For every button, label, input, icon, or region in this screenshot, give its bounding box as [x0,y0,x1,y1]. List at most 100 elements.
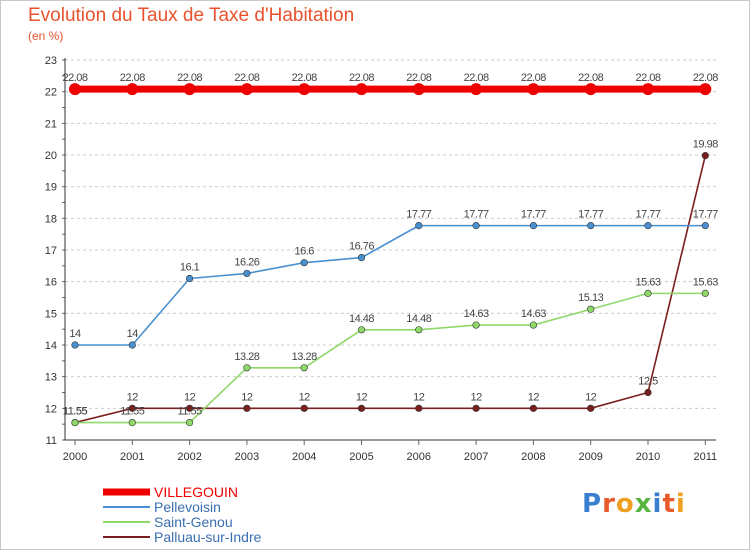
data-label: 12 [413,391,425,403]
proxiti-logo: Proxiti [582,489,686,519]
data-label: 13.28 [234,351,259,363]
data-point [412,83,425,96]
logo-letter: i [675,489,686,519]
x-tick-label: 2003 [235,451,259,463]
data-point [240,83,253,96]
data-point [644,388,652,397]
data-point [243,269,251,278]
data-point [186,418,194,427]
data-point [699,83,712,96]
data-point [472,222,480,230]
x-tick-label: 2004 [292,451,316,463]
data-point [472,404,480,412]
data-point [355,83,368,96]
chart-subtitle: (en %) [28,29,64,43]
logo-letter: t [662,489,676,519]
data-label: 12.5 [638,376,658,388]
data-point [701,289,709,297]
y-tick-label: 14 [45,340,57,352]
data-label: 11.55 [177,406,202,418]
data-label: 16.76 [349,241,374,253]
data-label: 12 [585,391,597,403]
data-point [701,222,709,230]
data-point [470,83,483,96]
y-tick-label: 13 [45,372,57,384]
y-tick-label: 16 [45,277,57,289]
data-point [587,404,595,412]
legend-label: Palluau-sur-Indre [154,529,262,545]
data-point [300,364,308,372]
data-point [642,83,654,96]
y-tick-label: 22 [45,87,57,99]
data-label: 17.77 [464,209,489,221]
logo-letter: i [652,489,663,519]
data-label: 15.13 [578,292,603,304]
data-label: 12 [528,391,540,403]
data-label: 16.26 [234,256,259,268]
y-tick-label: 23 [45,55,57,67]
data-label: 13.28 [292,351,317,363]
data-label: 12 [127,391,139,403]
data-label: 17.77 [693,209,718,221]
data-label: 14.48 [406,313,431,325]
data-point [587,222,595,230]
x-tick-label: 2000 [63,451,87,463]
data-point [126,83,139,96]
data-point [529,404,538,412]
data-label: 16.1 [180,262,200,274]
data-label: 12 [356,391,368,403]
data-label: 11.55 [63,406,88,418]
y-tick-label: 21 [45,118,57,130]
x-tick-label: 2007 [464,451,488,463]
series-line [75,224,706,346]
data-point [298,83,311,96]
y-tick-label: 18 [45,213,57,225]
chart-title: Evolution du Taux de Taxe d'Habitation [28,5,355,26]
data-point [644,222,652,230]
data-label: 22.08 [120,72,145,84]
data-label: 22.08 [349,72,374,84]
x-tick-label: 2010 [636,451,660,463]
data-point [183,83,196,96]
data-label: 22.08 [521,72,546,84]
data-label: 22.08 [292,72,317,84]
data-point [357,326,366,334]
data-point [529,321,538,329]
data-label: 15.63 [635,276,660,288]
data-label: 14 [127,328,139,340]
data-label: 22.08 [578,72,603,84]
data-label-layer: 22.08 22.08 22.08 22.08 22.08 22.08 22.08 22.08… [62,72,718,417]
data-label: 22.08 [234,72,259,84]
logo-letter: o [615,489,635,519]
y-tick-label: 19 [45,182,57,194]
data-label: 22.08 [177,72,202,84]
data-label: 22.08 [406,72,431,84]
data-label: 12 [299,391,311,403]
series-line [74,155,707,424]
data-point [529,222,538,230]
y-tick-label: 20 [45,150,57,162]
series-layer [69,83,712,427]
data-label: 12 [184,391,196,403]
data-point [415,222,423,230]
data-point [128,418,136,427]
data-label: 22.08 [464,72,489,84]
data-point [415,404,423,412]
data-point [584,83,597,96]
x-tick-label: 2001 [120,451,144,463]
data-point [71,418,79,427]
x-tick-label: 2005 [349,451,373,463]
data-point [701,152,709,160]
data-label: 14.48 [349,313,374,325]
x-tick-label: 2006 [407,451,431,463]
data-label: 12 [470,391,482,403]
data-point [186,404,194,412]
y-tick-label: 11 [46,435,57,447]
x-tick-label: 2009 [578,451,602,463]
data-point [71,341,79,349]
data-label: 11.55 [63,406,88,418]
logo-letter: x [634,489,653,519]
data-point [243,364,251,372]
y-tick-label: 15 [45,308,57,320]
